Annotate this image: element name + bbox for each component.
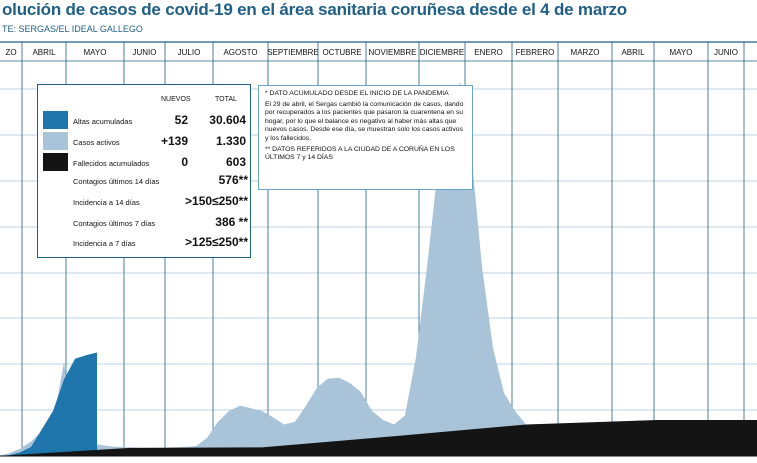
legend-swatch-activos: [43, 132, 68, 150]
stat-value: 576**: [218, 173, 248, 187]
stat-incidencia-14: Incidencia a 14 días >150≤250**: [38, 194, 252, 214]
stat-label: Contagios últimos 14 días: [73, 177, 160, 186]
month-label: NOVIEMBRE: [368, 48, 416, 57]
month-label: JULIO: [178, 48, 201, 57]
legend-total-fallecidos: 603: [225, 155, 246, 169]
legend-row-fallecidos: Fallecidos acumulados 0 603: [38, 153, 252, 173]
note-heading: * DATO ACUMULADO DESDE EL INICIO DE LA P…: [265, 90, 449, 97]
month-label: ZO: [5, 48, 16, 57]
stat-value: 386 **: [215, 215, 248, 229]
legend-row-activos: Casos activos +139 1.330: [38, 132, 252, 152]
legend-total-activos: 1.330: [215, 134, 246, 148]
legend-nuevos-altas: 52: [174, 113, 188, 127]
stat-label: Contagios últimos 7 días: [73, 219, 156, 228]
legend-col-total: TOTAL: [215, 96, 237, 103]
legend-nuevos-activos: +139: [160, 134, 188, 148]
month-label: JUNIO: [714, 48, 738, 57]
legend-row-altas: Altas acumuladas 52 30.604: [38, 111, 252, 131]
month-label: OCTUBRE: [322, 48, 361, 57]
month-label: AGOSTO: [223, 48, 257, 57]
stat-label: Incidencia a 14 días: [73, 198, 140, 207]
stat-value: >150≤250**: [185, 194, 248, 208]
stat-contagios-7: Contagios últimos 7 días 386 **: [38, 215, 252, 235]
legend-label-activos: Casos activos: [73, 138, 120, 147]
month-label: DICIEMBRE: [420, 48, 464, 57]
stat-value: >125≤250**: [185, 235, 248, 249]
chart-title: olución de casos de covid-19 en el área …: [2, 0, 627, 19]
stat-label: Incidencia a 7 días: [73, 239, 136, 248]
month-label: MAYO: [670, 48, 693, 57]
stat-incidencia-7: Incidencia a 7 días >125≤250**: [38, 235, 252, 255]
legend-swatch-fallecidos: [43, 153, 68, 171]
series-area-fallecidos-acumulados: [0, 420, 757, 456]
legend-nuevos-fallecidos: 0: [181, 155, 188, 169]
legend-total-altas: 30.604: [209, 113, 246, 127]
note-body: El 29 de abril, el Sergas cambió la comu…: [265, 100, 464, 142]
month-label: ABRIL: [32, 48, 56, 57]
series-area-altas-acumuladas: [0, 352, 97, 456]
month-label: MARZO: [571, 48, 600, 57]
legend-label-fallecidos: Fallecidos acumulados: [73, 159, 150, 168]
month-label: FEBRERO: [516, 48, 555, 57]
note-footnote: ** DATOS REFERIDOS A LA CIUDAD DE A CORU…: [265, 145, 455, 162]
chart-source: TE: SERGAS/EL IDEAL GALLEGO: [2, 24, 143, 34]
legend-label-altas: Altas acumuladas: [73, 117, 133, 126]
month-label: ABRIL: [621, 48, 645, 57]
legend-swatch-altas: [43, 111, 68, 129]
month-label: MAYO: [84, 48, 107, 57]
month-label: JUNIO: [133, 48, 157, 57]
note-box: * DATO ACUMULADO DESDE EL INICIO DE LA P…: [258, 85, 473, 190]
month-label: ENERO: [474, 48, 502, 57]
legend-col-nuevos: NUEVOS: [161, 96, 191, 103]
legend-box: NUEVOS TOTAL Altas acumuladas 52 30.604 …: [37, 84, 251, 258]
stat-contagios-14: Contagios últimos 14 días 576**: [38, 173, 252, 193]
month-label: SEPTIEMBRE: [267, 48, 319, 57]
